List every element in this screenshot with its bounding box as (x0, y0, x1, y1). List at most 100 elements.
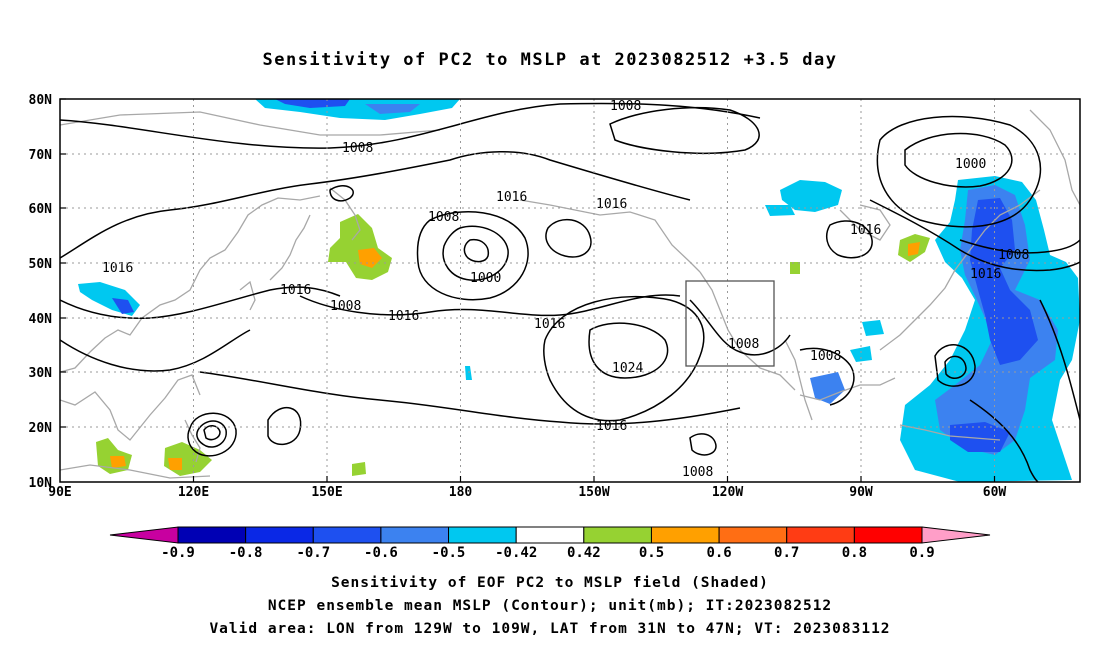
contour-1008-ne-ring (876, 115, 1042, 228)
coast-na-east (879, 189, 1041, 351)
colorbar-label: 0.7 (774, 545, 799, 561)
lat-label: 80N (29, 93, 53, 108)
lat-label: 40N (29, 312, 53, 327)
footer-line-2: NCEP ensemble mean MSLP (Contour); unit(… (267, 598, 833, 614)
shade-lab-orange (908, 242, 920, 256)
contour-1016-bering (329, 185, 354, 202)
colorbar: -0.9 -0.8 -0.7 -0.6 -0.5 -0.42 0.42 0.5 … (109, 526, 991, 561)
shade-japan-west-core (112, 298, 134, 314)
contour-label: 1016 (596, 419, 627, 434)
coast-hudson (839, 204, 891, 241)
contour-label: 1008 (330, 299, 361, 314)
contour-1000-ne-low (904, 132, 1013, 188)
colorbar-boxes (177, 526, 923, 544)
lat-label: 70N (29, 148, 53, 163)
shade-arctic-blue-core (275, 99, 350, 108)
lat-label: 50N (29, 257, 53, 272)
shade-gulf-blue (810, 372, 845, 404)
longitude-labels: 90E 120E 150E 180 150W 120W 90W 60W (48, 485, 1006, 500)
contour-1008-small-low (689, 433, 717, 456)
footer-line-3: Valid area: LON from 129W to 109W, LAT f… (209, 621, 891, 637)
contour-typhoon-3 (187, 412, 237, 457)
colorbar-low-triangle (109, 526, 179, 544)
coast-greenland (1029, 109, 1080, 206)
contour-label: 1016 (280, 283, 311, 298)
shade-small-blue-pac (465, 366, 472, 380)
contour-atlantic-low (944, 355, 967, 379)
shade-japan-green (328, 214, 392, 280)
coast-kamchatka (329, 187, 361, 241)
contour-atlantic-east (1039, 299, 1080, 421)
contour-atlantic-low-ring (934, 344, 976, 387)
colorbar-swatch (515, 526, 585, 544)
contour-1024-high (588, 322, 669, 379)
shade-small-green2 (352, 462, 366, 476)
contour-1016-high-outer (543, 295, 705, 422)
shade-small-green1 (790, 262, 800, 274)
contour-label: 1008 (610, 99, 641, 114)
coast-gulf (799, 377, 896, 401)
lon-label: 90E (48, 485, 71, 500)
coast-indonesia (60, 464, 211, 479)
colorbar-label: -0.9 (161, 545, 195, 561)
valid-area-box (685, 280, 775, 367)
coast-philippines (184, 419, 201, 463)
coast-japan (269, 214, 311, 281)
mslp-contours (60, 102, 1080, 482)
contour-typhoon-2 (203, 425, 221, 441)
lon-label: 180 (449, 485, 473, 500)
colorbar-label: 0.6 (706, 545, 731, 561)
contour-label: 1008 (810, 349, 841, 364)
contour-1008-atlantic (959, 239, 1080, 254)
lat-label: 20N (29, 421, 53, 436)
contour-label: 1008 (428, 210, 459, 225)
shade-japan-orange (358, 248, 382, 268)
lat-label: 30N (29, 366, 53, 381)
colorbar-swatch (448, 526, 517, 544)
colorbar-label: -0.42 (495, 545, 537, 561)
contour-label: 1016 (388, 309, 419, 324)
map-frame (59, 98, 1081, 483)
shade-gulf-blue2 (850, 346, 872, 362)
contour-low-1000-b (463, 238, 490, 263)
contour-low-1000-a (442, 225, 509, 281)
colorbar-swatch (786, 526, 855, 544)
lon-label: 120E (178, 485, 209, 500)
shade-gulf-blue3 (862, 320, 884, 336)
contour-1008-na-west (689, 299, 791, 356)
contour-label: 1016 (534, 317, 565, 332)
lon-label: 60W (983, 485, 1007, 500)
shade-canada-blue (780, 180, 842, 212)
shade-scs-orange1 (110, 456, 126, 468)
colorbar-label: 0.5 (639, 545, 664, 561)
contour-canada-low (825, 220, 873, 259)
shade-arctic-blue-core2 (365, 104, 420, 114)
colorbar-swatch (380, 526, 450, 544)
colorbar-label: -0.6 (364, 545, 398, 561)
colorbar-label: -0.8 (229, 545, 263, 561)
colorbar-swatch (853, 526, 923, 544)
contour-label: 1016 (496, 190, 527, 205)
lon-label: 90W (849, 485, 873, 500)
shaded-negative-regions (78, 99, 1080, 482)
contour-atlantic-south (969, 399, 1039, 482)
contour-label: 1016 (970, 267, 1001, 282)
contour-label: 1008 (728, 337, 759, 352)
contour-1016-west (60, 286, 341, 320)
colorbar-label: 0.9 (909, 545, 934, 561)
contour-label: 1016 (596, 197, 627, 212)
colorbar-label: 0.42 (567, 545, 601, 561)
latitude-labels: 80N 70N 60N 50N 40N 30N 20N 10N (29, 93, 53, 491)
contour-label: 1016 (850, 223, 881, 238)
coast-alaska (519, 199, 701, 273)
colorbar-label: -0.7 (296, 545, 330, 561)
colorbar-swatch (718, 526, 788, 544)
colorbar-label: -0.5 (432, 545, 466, 561)
contour-1008-arctic (60, 102, 761, 149)
axis-ticks (60, 98, 996, 482)
contour-label: 1000 (955, 157, 986, 172)
contour-1008-north-pac (609, 106, 760, 154)
shade-canada-blue2 (765, 205, 795, 216)
lon-label: 150W (578, 485, 609, 500)
